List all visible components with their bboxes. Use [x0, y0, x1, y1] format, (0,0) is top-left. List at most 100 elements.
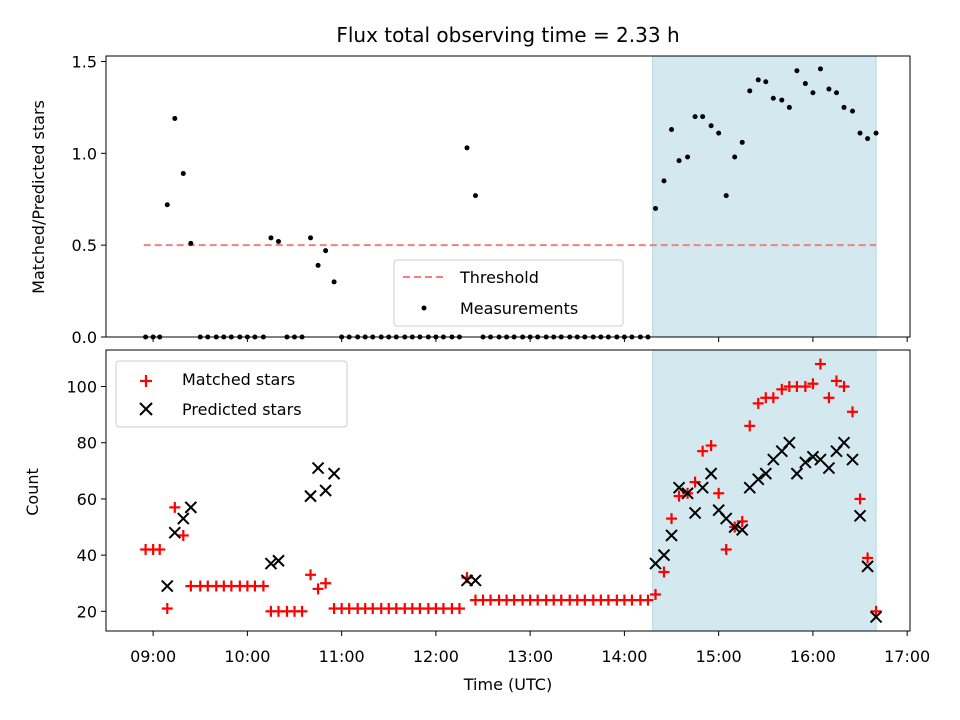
- top-shaded-region: [652, 55, 877, 338]
- measurement-point: [268, 235, 274, 241]
- predicted-star-point: [853, 509, 867, 522]
- measurement-point: [833, 90, 839, 96]
- measurement-point: [826, 86, 832, 92]
- matched-star-point: [847, 406, 859, 418]
- matched-star-point: [697, 445, 709, 457]
- predicted-star-point: [264, 557, 278, 570]
- bottom-y-tick-label: 60: [77, 490, 97, 509]
- measurement-point: [180, 171, 186, 177]
- top-legend: Threshold Measurements: [393, 259, 624, 327]
- matched-star-point: [673, 490, 685, 502]
- measurement-point: [841, 104, 847, 110]
- bottom-axes-frame: [105, 349, 911, 632]
- measurement-point: [685, 154, 691, 160]
- matched-star-point: [453, 603, 465, 615]
- predicted-star-point: [681, 487, 694, 500]
- predicted-star-point: [799, 456, 812, 469]
- matched-star-point: [838, 381, 850, 393]
- matched-star-point: [870, 605, 882, 617]
- measurement-point: [472, 193, 478, 199]
- measurement-point: [308, 235, 314, 241]
- predicted-star-point: [696, 481, 709, 494]
- measurement-point: [164, 202, 170, 208]
- predicted-star-point: [272, 554, 285, 567]
- predicted-star-point: [869, 610, 883, 624]
- bottom-x-tick-label: 09:00: [130, 647, 176, 666]
- measurement-point: [676, 158, 682, 164]
- measurement-point: [786, 104, 792, 110]
- measurement-point: [873, 130, 879, 136]
- measurement-point: [708, 123, 714, 129]
- predicted-star-point: [319, 484, 332, 497]
- bottom-x-tick-label: 13:00: [507, 647, 553, 666]
- predicted-star-point: [688, 506, 702, 520]
- threshold-legend-label: Threshold: [459, 268, 539, 287]
- matched-star-point: [296, 605, 308, 617]
- bottom-shaded-region: [652, 349, 877, 632]
- matched-star-point: [689, 476, 701, 488]
- matched-star-point: [320, 577, 332, 589]
- measurement-point: [865, 136, 871, 142]
- measurement-point: [275, 238, 281, 244]
- top-panel: 0.0 0.5 1.0 1.5 Matched/Predicted stars Thr…: [29, 53, 911, 347]
- bottom-x-tick-label: 14:00: [601, 647, 647, 666]
- matched-star-point: [776, 383, 788, 395]
- bottom-y-ticks: 20 40 60 80 100: [66, 378, 106, 621]
- matched-star-point: [169, 501, 181, 513]
- measurement-point: [857, 130, 863, 136]
- top-legend-box: [393, 259, 624, 327]
- matched-legend-label: Matched stars: [182, 370, 295, 389]
- measurement-point: [661, 178, 667, 184]
- predicted-star-point: [704, 467, 718, 480]
- predicted-star-point: [837, 436, 851, 449]
- predicted-star-point: [168, 526, 182, 539]
- matched-star-point: [767, 392, 779, 404]
- predicted-star-point: [184, 501, 198, 514]
- predicted-star-point: [822, 461, 836, 475]
- predicted-star-point: [752, 473, 765, 486]
- bottom-x-tick-label: 11:00: [319, 647, 365, 666]
- measurement-point: [692, 114, 698, 120]
- matched-star-point: [713, 487, 725, 499]
- matched-star-point: [752, 397, 764, 409]
- predicted-star-point: [657, 548, 671, 562]
- matched-star-point: [744, 420, 756, 432]
- measurement-point: [779, 97, 785, 103]
- measurement-point: [653, 205, 659, 211]
- measurement-point: [802, 81, 808, 87]
- measurement-point: [315, 262, 321, 268]
- matched-star-point: [642, 594, 654, 606]
- predicted-star-point: [665, 529, 678, 542]
- top-axes-frame: [105, 55, 911, 338]
- matched-star-point: [154, 544, 166, 556]
- bottom-x-tick-label: 16:00: [790, 647, 836, 666]
- bottom-x-tick-label: 17:00: [884, 647, 930, 666]
- top-y-tick-label: 1.0: [72, 144, 97, 163]
- measurement-point: [810, 90, 816, 96]
- matched-star-point: [823, 392, 835, 404]
- matched-star-point: [666, 513, 678, 525]
- measurement-point: [700, 114, 706, 120]
- matched-stars-series: [140, 358, 882, 617]
- matched-star-point: [305, 569, 317, 581]
- predicted-star-point: [672, 481, 686, 494]
- predicted-star-point: [327, 467, 341, 480]
- bottom-legend: Matched stars Predicted stars: [115, 360, 348, 428]
- matched-star-point: [177, 529, 189, 541]
- matched-star-point: [807, 378, 819, 390]
- top-y-ticks: 0.0 0.5 1.0 1.5: [72, 53, 106, 347]
- measurement-point: [747, 88, 753, 94]
- bottom-y-tick-label: 100: [66, 378, 97, 397]
- measurement-point: [770, 95, 776, 101]
- predicted-star-point: [861, 560, 874, 573]
- measurements-legend-swatch: [421, 305, 427, 311]
- predicted-star-point: [469, 574, 482, 587]
- matched-star-point: [814, 358, 826, 370]
- measurement-point: [331, 279, 337, 285]
- measurement-point: [817, 66, 823, 72]
- matched-star-point: [736, 515, 748, 527]
- bottom-x-tick-label: 15:00: [696, 647, 742, 666]
- predicted-star-point: [728, 520, 741, 534]
- measurement-point: [464, 145, 470, 151]
- predicted-star-point: [846, 453, 859, 466]
